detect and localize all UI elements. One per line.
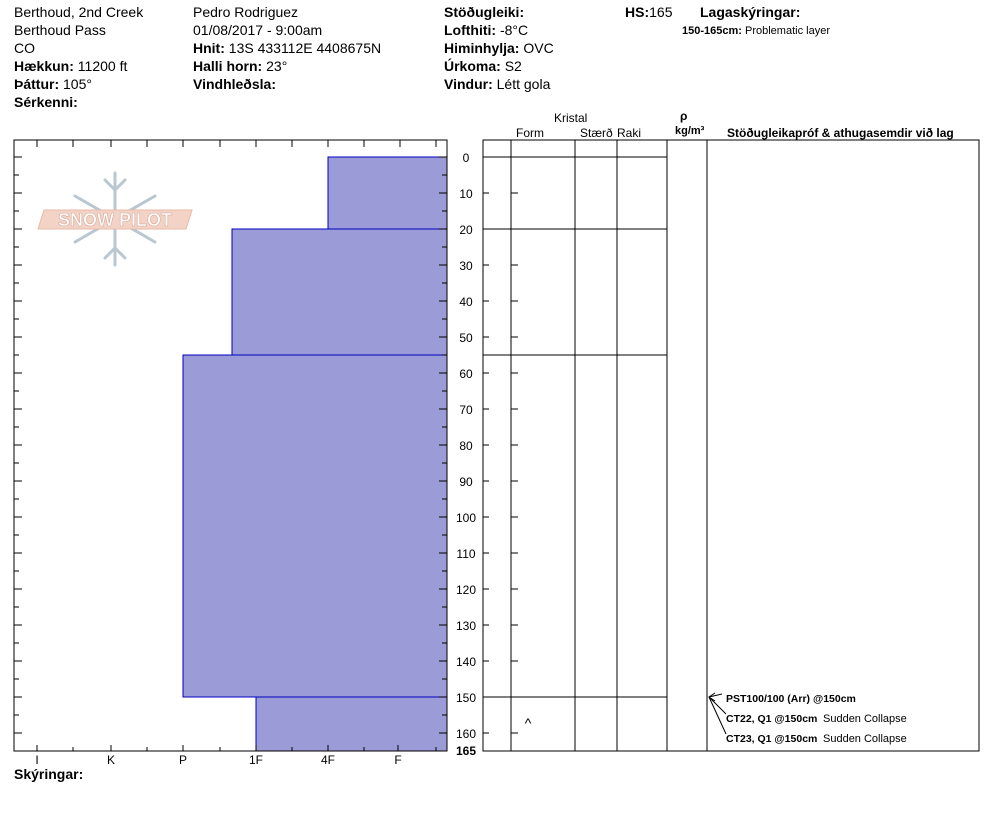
layer-bar-2 xyxy=(182,354,448,698)
observation-datetime: 01/08/2017 - 9:00am xyxy=(193,22,323,38)
sky-label: Himinhylja: xyxy=(444,40,520,56)
air-temp-value: -8°C xyxy=(499,22,529,38)
depth-label: 20 xyxy=(459,223,473,237)
layer-bar-3 xyxy=(255,696,448,752)
sky-row: Himinhylja: OVC xyxy=(444,40,554,56)
test-leader-2 xyxy=(708,696,727,735)
col-rho: ρ xyxy=(680,109,688,123)
depth-label: 130 xyxy=(456,619,476,633)
test-comment-2: Sudden Collapse xyxy=(823,733,907,745)
elevation-row: Hækkun: 11200 ft xyxy=(14,58,127,74)
hardness-label: K xyxy=(107,753,115,767)
precip-row: Úrkoma: S2 xyxy=(444,58,522,74)
depth-label: 50 xyxy=(459,331,473,345)
precip-value: S2 xyxy=(504,58,522,74)
hs-label: HS: xyxy=(625,4,650,20)
wind-loading-label: Vindhleðsla: xyxy=(193,76,276,92)
depth-label: 110 xyxy=(456,547,475,561)
layer-note: 150-165cm: Problematic layer xyxy=(682,23,830,39)
elevation-label: Hækkun: xyxy=(14,58,74,74)
aspect-label: Þáttur: xyxy=(14,76,60,92)
depth-label: 90 xyxy=(459,475,473,489)
logo-text: SNOW PILOT xyxy=(58,210,172,230)
slope-row: Halli horn: 23° xyxy=(193,58,287,74)
hardness-label: 4F xyxy=(321,753,335,767)
hs-row: HS:165 xyxy=(625,4,672,20)
depth-label: 120 xyxy=(456,583,476,597)
test-leader-1 xyxy=(708,696,727,715)
wind-value: Létt gola xyxy=(496,76,551,92)
depth-label: 40 xyxy=(459,295,473,309)
features-label: Sérkenni: xyxy=(14,94,78,110)
grain-symbol-0: ^ xyxy=(525,715,532,731)
col-size: Stærð xyxy=(580,126,613,140)
col-crystal: Kristal xyxy=(554,111,588,125)
precip-label: Úrkoma: xyxy=(444,58,501,74)
sky-value: OVC xyxy=(523,40,554,56)
test-result-1: CT22, Q1 @150cm xyxy=(726,713,817,725)
depth-label: 80 xyxy=(459,439,473,453)
depth-label: 60 xyxy=(459,367,473,381)
air-temp-row: Lofthiti: -8°C xyxy=(444,22,528,38)
hardness-label: F xyxy=(394,753,401,767)
aspect-row: Þáttur: 105° xyxy=(14,76,92,92)
test-leader-0 xyxy=(708,693,723,698)
test-arrowhead xyxy=(708,692,716,702)
test-result-2: CT23, Q1 @150cm xyxy=(726,733,817,745)
slope-value: 23° xyxy=(266,58,288,74)
coords-value: 13S 433112E 4408675N xyxy=(228,40,382,56)
aspect-value: 105° xyxy=(63,76,92,92)
depth-label: 160 xyxy=(456,727,476,741)
test-comment-1: Sudden Collapse xyxy=(823,713,907,725)
layer-table-frame xyxy=(482,139,980,752)
wind-row: Vindur: Létt gola xyxy=(444,76,550,92)
depth-label: 140 xyxy=(456,655,476,669)
location-name: Berthoud, 2nd Creek xyxy=(14,4,144,20)
coords-row: Hnit: 13S 433112E 4408675N xyxy=(193,40,381,56)
wind-label: Vindur: xyxy=(444,76,493,92)
depth-label: 100 xyxy=(456,511,476,525)
col-form: Form xyxy=(516,126,544,140)
depth-label: 70 xyxy=(459,403,473,417)
depth-label-end: 165 xyxy=(456,744,476,758)
layer-bar-1 xyxy=(231,228,448,356)
layer-notes-label: Lagaskýringar: xyxy=(700,4,801,20)
elevation-value: 11200 ft xyxy=(77,58,128,74)
air-temp-label: Lofthiti: xyxy=(444,22,497,38)
hardness-label: 1F xyxy=(249,753,263,767)
hardness-label: I xyxy=(35,753,38,767)
notes-label: Skýringar: xyxy=(14,766,84,782)
hardness-label: P xyxy=(179,753,187,767)
stability-label: Stöðugleiki: xyxy=(444,4,525,20)
layer-note-range: 150-165cm: xyxy=(682,25,742,37)
hs-value: 165 xyxy=(649,4,673,20)
layer-note-text: Problematic layer xyxy=(745,25,830,37)
col-tests: Stöðugleikapróf & athugasemdir við lag xyxy=(727,126,954,140)
depth-label: 0 xyxy=(463,151,470,165)
observer-name: Pedro Rodriguez xyxy=(193,4,299,20)
coords-label: Hnit: xyxy=(193,40,225,56)
slope-label: Halli horn: xyxy=(193,58,263,74)
location-state: CO xyxy=(14,40,35,56)
location-area: Berthoud Pass xyxy=(14,22,106,38)
test-result-0: PST100/100 (Arr) @150cm xyxy=(726,693,856,705)
depth-label: 10 xyxy=(459,187,473,201)
col-density-unit: kg/m³ xyxy=(675,125,705,137)
depth-label: 30 xyxy=(459,259,473,273)
col-moisture: Raki xyxy=(617,126,642,140)
layer-bar-0 xyxy=(327,156,448,230)
snowpilot-logo: SNOW PILOT xyxy=(37,171,193,267)
depth-label: 150 xyxy=(456,691,476,705)
